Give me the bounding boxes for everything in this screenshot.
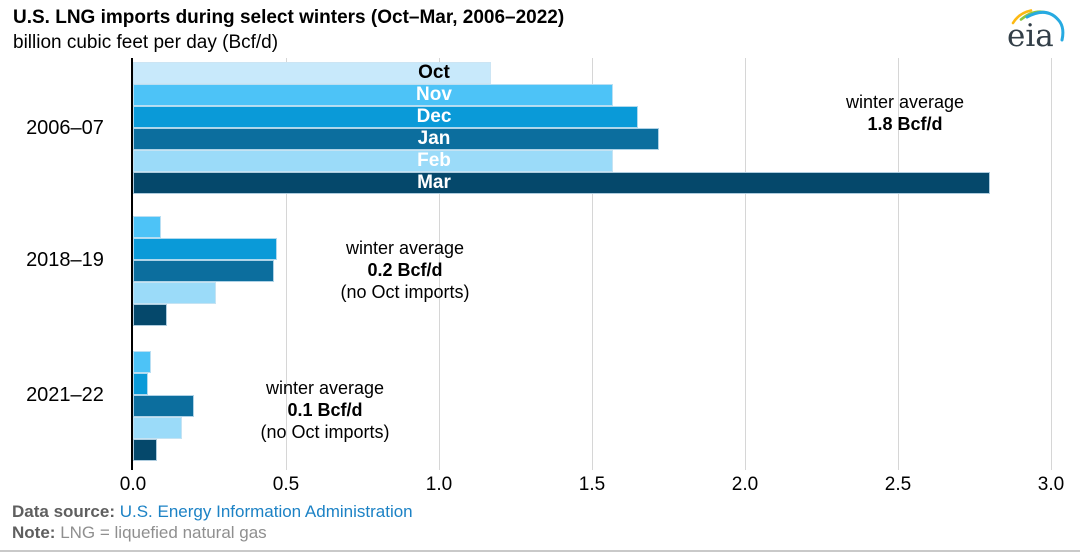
x-tick-label: 3.0 — [1037, 474, 1065, 495]
annotation-2006-07: winter average 1.8 Bcf/d — [846, 91, 964, 135]
month-label-dec: Dec — [416, 106, 452, 127]
bottom-divider — [0, 550, 1080, 552]
annotation-line: 0.2 Bcf/d — [367, 260, 443, 280]
x-tick-label: 1.0 — [425, 474, 453, 495]
bar-2018-19-feb — [133, 282, 216, 304]
bar-2006-07-jan — [133, 128, 660, 150]
row-label-2021-22: 2021–22 — [26, 384, 104, 406]
note-label: Note: — [12, 523, 56, 542]
page-title: U.S. LNG imports during select winters (… — [13, 7, 565, 28]
gridline — [438, 58, 440, 470]
month-label-mar: Mar — [417, 172, 451, 193]
x-tick-label: 1.5 — [578, 474, 606, 495]
bar-2018-19-nov — [133, 216, 161, 238]
month-label-oct: Oct — [418, 62, 450, 83]
note-line: Note: LNG = liquefied natural gas — [12, 522, 413, 543]
annotation-line: (no Oct imports) — [260, 422, 390, 442]
bar-2021-22-feb — [133, 417, 182, 439]
logo-arc-blue — [1025, 10, 1065, 42]
gridline — [897, 58, 899, 470]
bar-2006-07-oct — [133, 62, 492, 84]
note-value: LNG = liquefied natural gas — [60, 523, 267, 542]
row-label-2006-07: 2006–07 — [26, 117, 104, 139]
bar-2021-22-nov — [133, 351, 152, 373]
datasource-line: Data source: U.S. Energy Information Adm… — [12, 501, 413, 522]
x-tick-label: 0.5 — [272, 474, 300, 495]
annotation-line: winter average — [345, 238, 465, 258]
bar-2018-19-jan — [133, 260, 274, 282]
bar-2006-07-mar — [133, 172, 990, 194]
annotation-line: winter average — [845, 92, 965, 112]
row-label-2018-19: 2018–19 — [26, 249, 104, 271]
x-tick-label: 2.0 — [731, 474, 759, 495]
datasource-link[interactable]: U.S. Energy Information Administration — [119, 502, 413, 521]
month-label-feb: Feb — [417, 150, 451, 171]
month-label-jan: Jan — [417, 128, 451, 149]
bar-2006-07-nov — [133, 84, 614, 106]
gridline — [285, 58, 287, 470]
bar-2018-19-dec — [133, 238, 277, 260]
gridline — [744, 58, 746, 470]
bar-2006-07-dec — [133, 106, 638, 128]
annotation-line: winter average — [265, 378, 385, 398]
bar-2018-19-mar — [133, 304, 167, 326]
bar-2021-22-jan — [133, 395, 195, 417]
x-tick-label: 2.5 — [884, 474, 912, 495]
page-subtitle: billion cubic feet per day (Bcf/d) — [13, 32, 279, 53]
logo-arc-yellow — [1011, 9, 1033, 25]
x-tick-label: 0.0 — [119, 474, 147, 495]
annotation-2018-19: winter average 0.2 Bcf/d (no Oct imports) — [340, 237, 469, 303]
eia-logo: eia — [1007, 9, 1065, 54]
bar-2006-07-feb — [133, 150, 614, 172]
logo-text: eia — [1007, 18, 1054, 54]
annotation-line: (no Oct imports) — [340, 282, 470, 302]
y-axis-line — [131, 58, 133, 470]
month-label-nov: Nov — [416, 84, 452, 105]
footer: Data source: U.S. Energy Information Adm… — [12, 501, 413, 543]
gridline — [1050, 58, 1052, 470]
gridline — [591, 58, 593, 470]
bar-2021-22-mar — [133, 439, 158, 461]
annotation-line: 1.8 Bcf/d — [867, 114, 943, 134]
annotation-2021-22: winter average 0.1 Bcf/d (no Oct imports) — [260, 377, 389, 443]
bar-2021-22-dec — [133, 373, 149, 395]
datasource-label: Data source: — [12, 502, 115, 521]
annotation-line: 0.1 Bcf/d — [287, 400, 363, 420]
